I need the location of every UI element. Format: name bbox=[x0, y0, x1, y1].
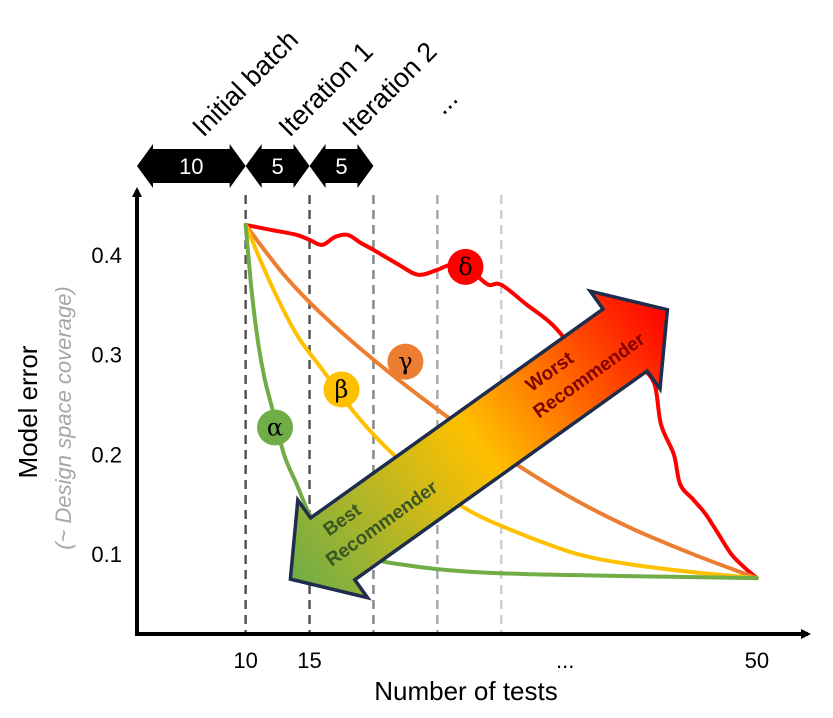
phase-arrow bbox=[137, 144, 246, 188]
x-tick-label: ... bbox=[556, 648, 574, 673]
series-marker bbox=[447, 248, 484, 285]
series-name-label: γ bbox=[398, 348, 412, 376]
phase-size-label: 10 bbox=[179, 154, 203, 179]
x-tick-labels: 10 15... 50 bbox=[233, 648, 769, 673]
series-name-label: δ bbox=[458, 253, 472, 281]
phase-size-label: 5 bbox=[271, 154, 283, 179]
x-tick-label: 10 bbox=[233, 648, 257, 673]
y-tick-label: 0.3 bbox=[91, 343, 122, 368]
y-tick-label: 0.2 bbox=[91, 442, 122, 467]
phase-size-label: 5 bbox=[335, 154, 347, 179]
x-tick-label: 15 bbox=[297, 648, 321, 673]
series-name-label: β bbox=[335, 376, 349, 404]
y-tick-labels: 0.1 0.2 0.3 0.4 bbox=[91, 243, 122, 567]
phase-label: ... bbox=[426, 83, 463, 120]
series-marker bbox=[387, 343, 424, 380]
series-line bbox=[243, 222, 759, 581]
x-axis-title: Number of tests bbox=[374, 676, 558, 706]
y-axis-title: Model error bbox=[13, 345, 43, 478]
recommender-gradient-arrow bbox=[288, 288, 670, 601]
y-axis-subtitle: (~ Design space coverage) bbox=[51, 286, 76, 550]
y-tick-label: 0.1 bbox=[91, 542, 122, 567]
phase-arrow bbox=[245, 144, 310, 188]
phase-arrow bbox=[309, 144, 374, 188]
series-marker bbox=[323, 371, 360, 408]
y-tick-label: 0.4 bbox=[91, 243, 122, 268]
series-name-label: α bbox=[267, 413, 283, 441]
x-tick-label: 50 bbox=[745, 648, 769, 673]
series-marker bbox=[257, 409, 294, 446]
series-labels: α β γ δ bbox=[257, 248, 484, 446]
axes bbox=[132, 187, 811, 639]
